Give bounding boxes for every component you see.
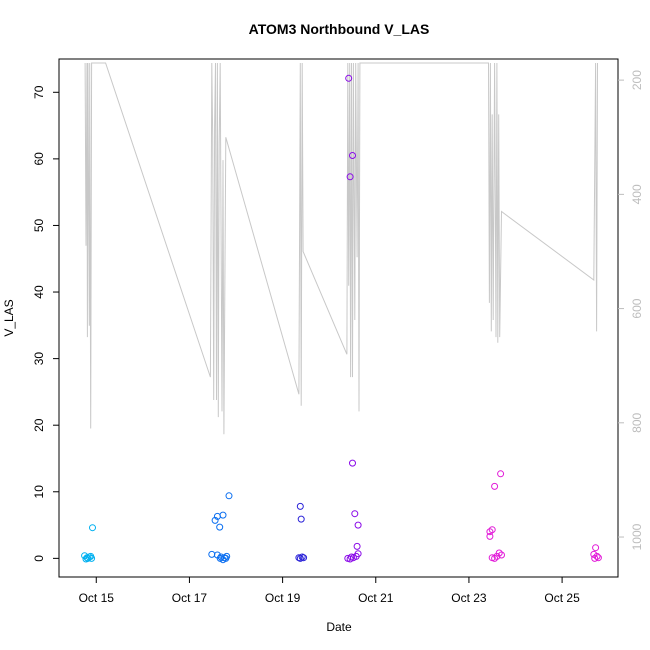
data-point xyxy=(222,554,230,562)
data-point xyxy=(592,544,600,552)
data-point xyxy=(84,554,92,562)
data-point xyxy=(486,528,494,536)
right-y-tick-label: 200 xyxy=(630,70,644,90)
points-layer xyxy=(81,74,602,564)
y-tick-label: 20 xyxy=(32,418,46,432)
data-point xyxy=(488,526,496,534)
x-tick-label: Oct 21 xyxy=(358,591,394,605)
data-point xyxy=(349,459,356,467)
data-point xyxy=(296,502,304,510)
right-y-tick-label: 800 xyxy=(630,412,644,432)
data-point xyxy=(300,554,308,562)
data-point xyxy=(216,523,224,531)
plot-frame xyxy=(58,58,619,578)
right-y-axis: 200 400 600 800 1000 xyxy=(618,70,644,550)
y-tick-label: 70 xyxy=(32,85,46,99)
y-tick-label: 0 xyxy=(32,555,46,562)
y-tick-label: 60 xyxy=(32,152,46,166)
secondary-series-line xyxy=(84,62,598,435)
y-tick-label: 40 xyxy=(32,285,46,299)
data-point xyxy=(89,524,96,532)
data-point xyxy=(497,470,505,478)
x-axis: Oct 15 Oct 17 Oct 19 Oct 21 Oct 23 Oct 25 xyxy=(79,576,580,605)
data-point xyxy=(353,542,361,550)
y-axis-label: V_LAS xyxy=(2,299,16,336)
data-point xyxy=(346,173,354,181)
data-point xyxy=(351,510,359,518)
y-axis: 0 10 20 30 40 50 60 70 xyxy=(32,85,59,562)
data-point xyxy=(591,554,599,562)
y-tick-label: 50 xyxy=(32,218,46,232)
data-point xyxy=(225,492,233,500)
right-y-tick-label: 1000 xyxy=(630,523,644,550)
data-point xyxy=(486,532,494,540)
data-point xyxy=(498,551,505,559)
y-tick-label: 30 xyxy=(32,352,46,366)
data-point xyxy=(296,554,304,562)
data-point xyxy=(211,516,219,524)
right-y-tick-label: 400 xyxy=(630,184,644,204)
data-point xyxy=(352,552,360,560)
data-point xyxy=(491,482,499,490)
data-point xyxy=(297,515,305,523)
data-point xyxy=(345,74,353,82)
data-point xyxy=(208,550,216,558)
data-point xyxy=(354,521,362,529)
data-point xyxy=(346,555,354,563)
data-point xyxy=(594,554,602,562)
x-tick-label: Oct 17 xyxy=(172,591,208,605)
secondary-line-layer xyxy=(84,62,598,435)
data-point xyxy=(593,552,601,560)
data-point xyxy=(349,152,356,159)
x-tick-label: Oct 15 xyxy=(79,591,115,605)
x-tick-label: Oct 25 xyxy=(544,591,580,605)
right-y-tick-label: 600 xyxy=(630,298,644,318)
y-tick-label: 10 xyxy=(32,485,46,499)
x-tick-label: Oct 23 xyxy=(451,591,487,605)
data-point xyxy=(219,511,227,519)
x-axis-label: Date xyxy=(326,620,352,634)
data-point xyxy=(491,554,499,562)
data-point xyxy=(495,549,503,557)
x-tick-label: Oct 19 xyxy=(265,591,301,605)
chart-title: ATOM3 Northbound V_LAS xyxy=(249,21,430,37)
